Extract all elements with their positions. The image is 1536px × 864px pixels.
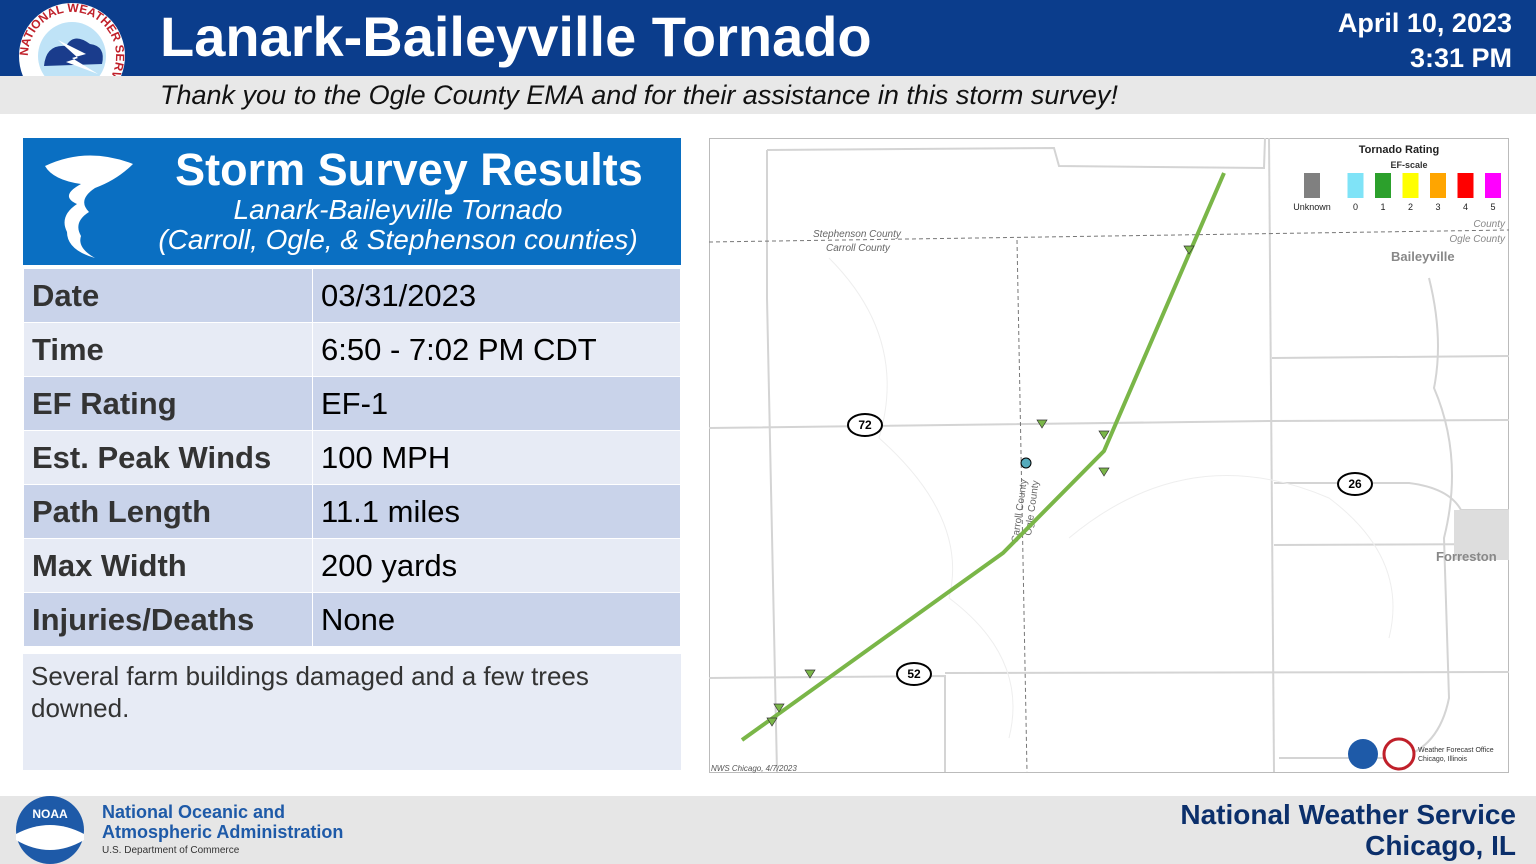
legend-swatch [1304,173,1320,198]
legend-label: 0 [1353,202,1358,212]
legend-swatch [1347,173,1364,198]
row-value: 03/31/2023 [312,268,681,323]
route-shield [1337,472,1373,496]
county-label: County [1473,219,1506,230]
route-shield [896,662,932,686]
row-value: 100 MPH [312,430,681,485]
table-row: Est. Peak Winds 100 MPH [23,430,681,485]
route-label: 72 [858,418,872,432]
county-label: Carroll County [826,243,891,254]
tornado-path [740,172,1226,742]
route-label: 52 [907,667,921,681]
route-shield [847,413,883,437]
legend-swatch [1402,173,1419,198]
legend-label: 5 [1490,202,1495,212]
legend-swatch [1457,173,1474,198]
datetime: April 10, 2023 3:31 PM [1338,6,1512,76]
survey-table: Date 03/31/2023 Time 6:50 - 7:02 PM CDT EF R… [23,268,681,647]
tornado-icon [45,155,133,258]
table-row: Max Width 200 yards [23,538,681,593]
note: Several farm buildings damaged and a few… [23,654,681,770]
panel-subtitle: (Carroll, Ogle, & Stephenson counties) [158,224,638,255]
subtitle: Thank you to the Ogle County EMA and for… [160,80,1118,110]
row-value: 11.1 miles [312,484,681,539]
row-label: Est. Peak Winds [23,430,313,485]
panel-subtitle: Lanark-Baileyville Tornado [233,194,563,225]
row-value: 6:50 - 7:02 PM CDT [312,322,681,377]
footer [0,796,1536,864]
noaa-logo-text: NOAA [32,807,68,821]
title: Lanark-Baileyville Tornado [160,5,872,68]
office-label: Weather Forecast Office [1418,747,1494,754]
noaa-name: Atmospheric Administration [102,822,344,842]
legend-title: Tornado Rating [1359,144,1439,156]
row-label: Max Width [23,538,313,593]
nws-office: Chicago, IL [1365,830,1516,861]
row-value: None [312,592,681,647]
noaa-name: National Oceanic and [102,802,286,822]
table-row: Injuries/Deaths None [23,592,681,647]
row-label: Injuries/Deaths [23,592,313,647]
town-label: Forreston [1436,549,1497,564]
row-value: 200 yards [312,538,681,593]
nws-name: National Weather Service [1180,799,1516,830]
time: 3:31 PM [1409,43,1512,73]
row-label: Date [23,268,313,323]
legend-subtitle: EF-scale [1390,160,1427,170]
legend-label: 3 [1435,202,1440,212]
legend-swatch [1485,173,1501,198]
legend-label: Unknown [1293,202,1331,212]
row-label: Path Length [23,484,313,539]
table-row: EF Rating EF-1 [23,376,681,431]
legend-swatch [1375,173,1391,198]
county-label: Ogle County [1449,234,1506,245]
noaa-logo: NOAA [16,796,84,864]
panel-header: Storm Survey Results Lanark-Baileyville … [23,138,681,265]
date: April 10, 2023 [1337,8,1512,38]
town-label: Baileyville [1391,249,1455,264]
route-label: 26 [1348,477,1362,491]
row-value: EF-1 [312,376,681,431]
office-label: Chicago, Illinois [1418,756,1468,763]
table-row: Time 6:50 - 7:02 PM CDT [23,322,681,377]
legend-label: 2 [1408,202,1413,212]
table-row: Path Length 11.1 miles [23,484,681,539]
subtitle-bar [0,76,1536,114]
row-label: Time [23,322,313,377]
legend-swatch [1430,173,1446,198]
legend-label: 4 [1463,202,1468,212]
map-credit: NWS Chicago, 4/7/2023 [711,764,797,773]
panel-title: Storm Survey Results [175,144,643,195]
row-label: EF Rating [23,376,313,431]
noaa-dept: U.S. Department of Commerce [102,845,240,856]
legend-label: 1 [1380,202,1385,212]
map: Tornado Rating EF-scale Unknown 0 1 2 3 4 5 Step… [709,138,1509,773]
county-label: Stephenson County [813,229,902,240]
header-bar [0,0,1536,76]
table-row: Date 03/31/2023 [23,268,681,323]
